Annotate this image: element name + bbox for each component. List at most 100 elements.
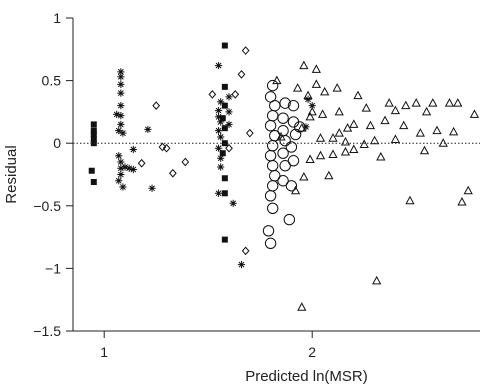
circle-point (277, 112, 289, 124)
star-point (117, 102, 125, 110)
star-point (115, 177, 123, 185)
triangle-point (376, 151, 386, 161)
triangle-point (276, 131, 286, 141)
square-point (88, 167, 95, 174)
triangle-point (303, 90, 313, 100)
circle-point (264, 190, 277, 202)
circle-point (287, 155, 300, 167)
triangle-point (311, 64, 322, 73)
triangle-point (340, 146, 351, 156)
circle-point (264, 237, 277, 250)
triangle-point (399, 120, 409, 130)
x-tick-label: 2 (308, 344, 316, 360)
diamond-point (225, 143, 233, 153)
diamond-point (152, 101, 161, 110)
y-tick-label: −1.5 (33, 323, 61, 339)
triangle-point (353, 90, 363, 100)
y-tick-label: 0.5 (42, 73, 62, 89)
circle-point (266, 160, 279, 172)
star-point (125, 164, 133, 172)
circle-point (277, 147, 289, 159)
circle-point (266, 79, 279, 92)
square-point (90, 131, 97, 138)
diamond-point (162, 143, 171, 153)
star-point (117, 73, 125, 81)
triangle-point (415, 128, 426, 137)
star-point (129, 165, 137, 174)
triangle-point (453, 98, 463, 107)
triangle-point (457, 196, 467, 206)
y-axis-ticks: −1.5 −1 −0.5 0 0.5 1 (33, 10, 73, 339)
triangle-point (334, 128, 344, 137)
square-point (221, 83, 228, 90)
star-point (217, 154, 225, 162)
circle-point (269, 99, 281, 112)
star-point (119, 183, 127, 191)
diamond-point (241, 46, 250, 55)
circle-point (264, 150, 277, 162)
star-point (302, 123, 310, 131)
triangle-point (332, 83, 342, 92)
triangle-point (405, 195, 415, 205)
y-axis-label: Residual (3, 145, 20, 203)
triangle-point (469, 109, 480, 118)
star-point (121, 163, 129, 171)
triangle-point (297, 302, 307, 311)
y-tick-label: 0 (53, 135, 61, 151)
circle-point (262, 225, 275, 237)
square-point (90, 140, 97, 147)
square-point (221, 42, 228, 49)
triangle-point (299, 60, 309, 70)
square-point (221, 236, 228, 243)
y-tick-label: −1 (45, 260, 61, 276)
triangle-point (299, 171, 309, 181)
triangle-point (324, 170, 334, 180)
square-point (219, 115, 226, 122)
y-tick-label: −0.5 (33, 198, 61, 214)
circle-point (266, 140, 279, 152)
star-point (217, 98, 225, 106)
triangle-point (342, 123, 353, 132)
triangle-point (380, 115, 390, 125)
triangle-point (411, 98, 421, 107)
circle-point (285, 180, 298, 192)
triangle-point (328, 149, 338, 158)
triangle-point (307, 106, 317, 116)
triangle-point (315, 133, 326, 142)
star-point (308, 102, 316, 110)
circle-point (287, 99, 300, 112)
triangle-point (334, 106, 344, 116)
star-point (225, 108, 233, 116)
triangle-point (297, 123, 307, 132)
square-point (221, 190, 228, 197)
star-point (215, 113, 223, 121)
square-point (219, 150, 226, 157)
star-point (215, 127, 223, 135)
star-point (215, 144, 223, 152)
circle-point (279, 134, 291, 147)
x-tick-label: 1 (100, 344, 108, 360)
diamond-point (158, 142, 167, 152)
square-point (221, 125, 228, 132)
circle-point (279, 97, 291, 109)
star-point (215, 189, 223, 197)
star-point (217, 118, 225, 126)
square-point (90, 136, 97, 143)
circle-point (294, 121, 306, 133)
star-point (117, 170, 125, 179)
triangle-point (317, 109, 328, 118)
triangle-point (384, 98, 394, 107)
triangle-point (305, 154, 315, 163)
star-point (215, 61, 223, 70)
triangle-point (311, 79, 322, 88)
square-point (90, 127, 97, 134)
star-point (304, 95, 312, 103)
triangle-point (372, 275, 382, 285)
diamond-point (168, 168, 177, 178)
star-point (117, 120, 125, 129)
data-points (88, 42, 480, 311)
diamond-point (231, 90, 240, 99)
